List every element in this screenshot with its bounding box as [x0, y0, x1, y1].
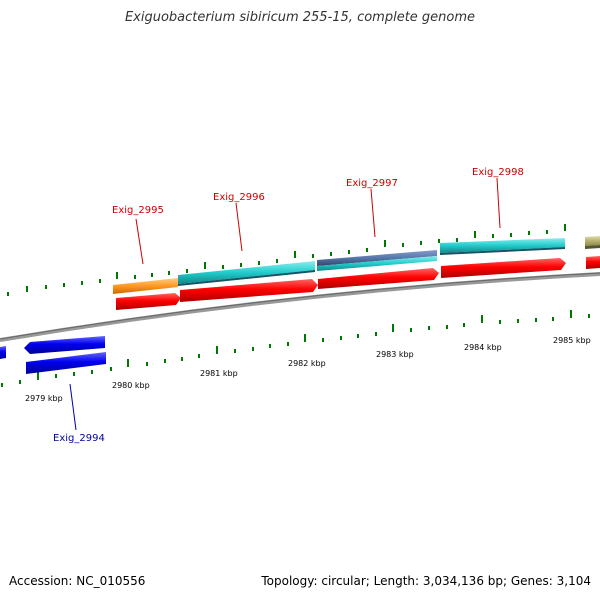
cds-feature-cyan-3: [440, 238, 565, 253]
cds-track: [113, 236, 600, 294]
accession-label: Accession: NC_010556: [9, 574, 146, 588]
gene-exig-2995-arrow: [116, 293, 181, 310]
gene-label-exig-2995[interactable]: Exig_2995: [112, 205, 164, 216]
cds-feature-olive: [585, 236, 600, 246]
gene-exig-2994-arrow-lower: [26, 352, 106, 374]
map-title: Exiguobacterium sibiricum 255-15, comple…: [124, 10, 476, 25]
upper-ticks: [7, 224, 566, 296]
gene-label-exig-2997[interactable]: Exig_2997: [346, 178, 398, 189]
gene-label-exig-2994[interactable]: Exig_2994: [53, 433, 105, 444]
tick-label-2985: 2985 kbp: [553, 336, 591, 345]
lower-ticks: [1, 310, 590, 387]
tick-label-2982: 2982 kbp: [288, 359, 326, 368]
cds-feature-cyan-2: [317, 256, 437, 271]
gene-exig-2996-arrow: [180, 279, 318, 302]
genome-backbone: [0, 272, 600, 342]
tick-label-2981: 2981 kbp: [200, 369, 238, 378]
cds-feature-orange: [113, 278, 178, 294]
cds-feature-cyan-1: [178, 261, 315, 284]
tick-label-2979: 2979 kbp: [25, 394, 63, 403]
gene-labels: Exig_2994 Exig_2995 Exig_2996 Exig_2997 …: [53, 167, 524, 444]
plus-strand-genes: [116, 256, 600, 310]
gene-exig-2994-arrow-upper: [24, 336, 105, 354]
tick-label-2980: 2980 kbp: [112, 381, 150, 390]
genome-summary-label: Topology: circular; Length: 3,034,136 bp…: [261, 574, 591, 588]
tick-label-2984: 2984 kbp: [464, 343, 502, 352]
gene-partial-blue-left: [0, 346, 6, 359]
gene-label-exig-2996[interactable]: Exig_2996: [213, 192, 265, 203]
gene-partial-red-right: [586, 256, 600, 269]
minus-strand-genes: [0, 336, 106, 374]
tick-label-2983: 2983 kbp: [376, 350, 414, 359]
gene-exig-2997-arrow: [318, 268, 439, 289]
gene-label-exig-2998[interactable]: Exig_2998: [472, 167, 524, 178]
cds-feature-steel: [317, 250, 437, 266]
gene-exig-2998-arrow: [441, 258, 566, 278]
